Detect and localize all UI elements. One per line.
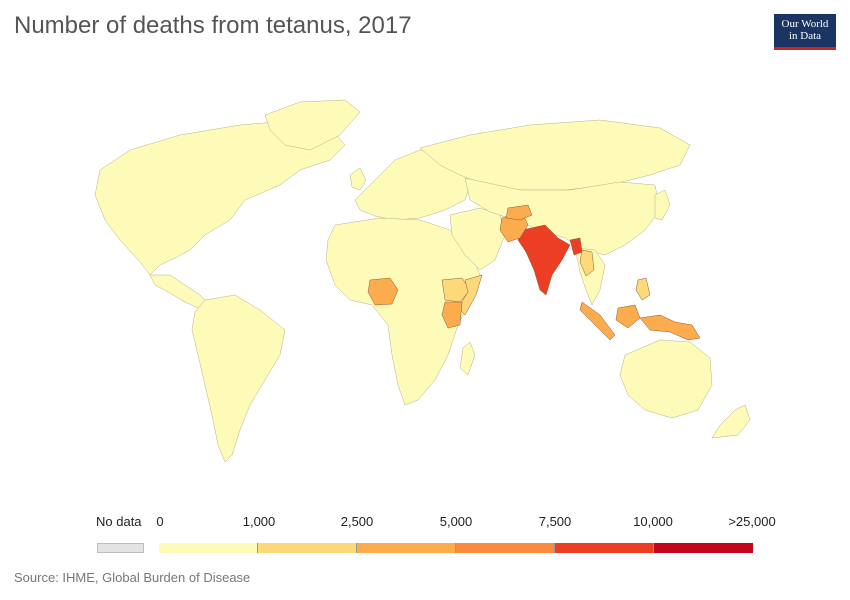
central-east-asia[interactable] — [464, 177, 661, 256]
country-ethiopia[interactable] — [441, 277, 471, 303]
russia[interactable] — [419, 119, 691, 191]
legend-bin-1[interactable] — [258, 543, 357, 553]
world-map[interactable] — [0, 90, 850, 510]
country-indonesia-borneo[interactable] — [615, 304, 641, 329]
country-nigeria[interactable] — [367, 277, 399, 306]
legend-bin-5[interactable] — [654, 543, 753, 553]
greenland[interactable] — [264, 99, 361, 151]
country-myanmar[interactable] — [579, 249, 595, 277]
highlighted-countries — [367, 204, 701, 341]
country-bangladesh[interactable] — [569, 237, 583, 256]
middle-east[interactable] — [449, 207, 506, 271]
legend-tick-1: 1,000 — [242, 514, 276, 529]
legend-tick-6: >25,000 — [728, 514, 776, 529]
country-kenya[interactable] — [441, 301, 463, 329]
south-america[interactable] — [191, 294, 286, 463]
chart-title: Number of deaths from tetanus, 2017 — [14, 12, 412, 39]
legend-no-data-swatch — [97, 543, 144, 553]
madagascar[interactable] — [459, 341, 476, 376]
legend-tick-2: 2,500 — [340, 514, 374, 529]
country-india[interactable] — [517, 224, 571, 296]
legend-bin-4[interactable] — [555, 543, 654, 553]
legend-bin-2[interactable] — [357, 543, 456, 553]
land-default-group — [94, 99, 751, 463]
owid-logo[interactable]: Our World in Data — [774, 14, 836, 50]
legend-tick-5: 10,000 — [633, 514, 673, 529]
legend-tick-3: 5,000 — [439, 514, 473, 529]
legend-bin-0[interactable] — [159, 543, 258, 553]
legend-no-data-label: No data — [96, 514, 142, 529]
source-note: Source: IHME, Global Burden of Disease — [14, 570, 251, 585]
logo-line-1: Our World — [781, 18, 829, 30]
legend-tick-4: 7,500 — [538, 514, 572, 529]
legend-color-bar — [159, 543, 753, 553]
new-zealand[interactable] — [711, 404, 751, 439]
country-afghanistan[interactable] — [505, 204, 533, 221]
japan[interactable] — [654, 189, 671, 221]
legend-tick-0: 0 — [156, 514, 164, 529]
country-indonesia-east[interactable] — [639, 314, 701, 341]
australia[interactable] — [619, 339, 713, 419]
legend-bin-3[interactable] — [456, 543, 555, 553]
country-somalia[interactable] — [457, 274, 483, 316]
country-philippines[interactable] — [635, 277, 651, 301]
logo-line-2: in Data — [788, 30, 822, 42]
country-indonesia-sumatra[interactable] — [579, 301, 616, 341]
united-kingdom[interactable] — [349, 167, 367, 191]
europe[interactable] — [354, 149, 471, 221]
